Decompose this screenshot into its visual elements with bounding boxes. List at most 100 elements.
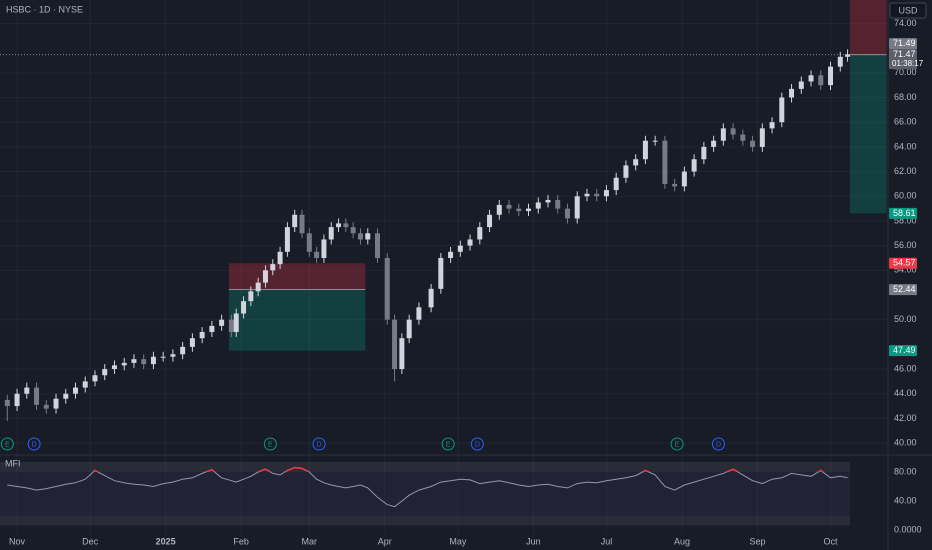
y-tick-label: 66.00	[894, 117, 917, 127]
candle-body	[603, 190, 609, 197]
candle-body	[594, 193, 600, 197]
price-marker-box	[889, 345, 917, 357]
event-label: D	[716, 441, 721, 448]
candle-body	[34, 387, 40, 405]
candle-body	[63, 393, 69, 399]
candle-body	[701, 146, 707, 160]
candle-body	[837, 56, 843, 67]
candle-body	[350, 227, 356, 234]
candle-body	[92, 375, 98, 382]
candle-body	[808, 75, 814, 82]
candle-body	[336, 223, 342, 228]
x-tick-label: 2025	[156, 536, 176, 546]
currency-box[interactable]	[889, 2, 927, 19]
candle-body	[438, 257, 444, 289]
candle-body	[828, 66, 834, 86]
candle-body	[209, 325, 215, 333]
candle-body	[121, 362, 127, 366]
candle-body	[711, 140, 717, 147]
candle-body	[555, 199, 561, 209]
price-marker-label: 47.49	[893, 345, 916, 355]
event-label: E	[5, 441, 10, 448]
y-tick-label: 64.00	[894, 141, 917, 151]
candle-body	[284, 227, 290, 252]
event-label: D	[32, 441, 37, 448]
candle-body	[24, 387, 30, 394]
candle-body	[623, 165, 629, 178]
candle-body	[357, 233, 363, 240]
candle-body	[102, 369, 108, 376]
event-marker	[0, 437, 14, 451]
stop-zone	[850, 0, 887, 55]
candle-body	[241, 301, 247, 314]
price-marker-box	[889, 257, 917, 269]
candle-body	[467, 239, 473, 246]
candle-body	[613, 177, 619, 191]
event-label: D	[475, 441, 480, 448]
y-tick-label: 74.00	[894, 18, 917, 28]
candle-body	[199, 332, 205, 339]
x-tick-label: Aug	[674, 536, 690, 546]
x-tick-label: Feb	[233, 536, 249, 546]
event-marker	[670, 437, 684, 451]
y-tick-label: 60.00	[894, 191, 917, 201]
candle-body	[564, 208, 570, 219]
y-tick-label: 40.00	[894, 438, 917, 448]
candle-body	[43, 404, 49, 409]
candle-body	[82, 381, 88, 388]
event-label: E	[675, 441, 680, 448]
x-tick-label: Jun	[526, 536, 541, 546]
candle-body	[672, 183, 678, 187]
candle-body	[416, 307, 422, 320]
candle-body	[406, 319, 412, 339]
candle-body	[170, 354, 176, 357]
candle-body	[642, 140, 648, 160]
candle-body	[584, 193, 590, 197]
candle-body	[691, 159, 697, 172]
x-tick-label: Mar	[302, 536, 318, 546]
mfi-tick-label: 40.00	[894, 495, 917, 505]
candle-body	[487, 214, 493, 228]
candle-body	[720, 128, 726, 141]
candle-body	[150, 356, 156, 365]
candle-body	[545, 199, 551, 203]
candle-body	[343, 223, 349, 228]
candle-body	[506, 204, 512, 209]
candle-body	[477, 227, 483, 240]
y-tick-label: 50.00	[894, 314, 917, 324]
axes: Nov Dec 2025 Feb Mar Apr May Jun Jul Aug Sep Oct 40.…	[9, 18, 924, 547]
candle-body	[769, 122, 775, 129]
event-marker	[263, 437, 277, 451]
y-tick-label: 44.00	[894, 388, 917, 398]
candle-body	[652, 140, 658, 142]
mfi-line	[7, 467, 848, 508]
price-marker-box	[889, 49, 917, 70]
candle-body	[496, 204, 502, 215]
candle-body	[189, 338, 195, 347]
candle-body	[4, 399, 10, 407]
price-marker-label: 58.61	[893, 208, 916, 218]
candle-body	[233, 313, 239, 333]
x-tick-label: Dec	[82, 536, 99, 546]
candle-body	[160, 356, 166, 358]
event-marker	[27, 437, 41, 451]
candle-body	[328, 227, 334, 240]
x-tick-label: Jul	[601, 536, 613, 546]
price-marker-label: 71.49	[893, 38, 916, 48]
candle-body	[457, 245, 463, 252]
event-marker	[312, 437, 326, 451]
candle-body	[384, 257, 390, 320]
price-marker-box	[889, 284, 917, 296]
candle-body	[750, 140, 756, 147]
x-tick-label: Oct	[824, 536, 839, 546]
currency[interactable]: USD	[898, 5, 918, 15]
candle-body	[779, 97, 785, 123]
candle-body	[798, 81, 804, 89]
candle-body	[180, 346, 186, 355]
candle-body	[228, 319, 234, 333]
candle-body	[365, 233, 371, 240]
candle-body	[448, 251, 454, 258]
x-tick-label: Sep	[749, 536, 765, 546]
